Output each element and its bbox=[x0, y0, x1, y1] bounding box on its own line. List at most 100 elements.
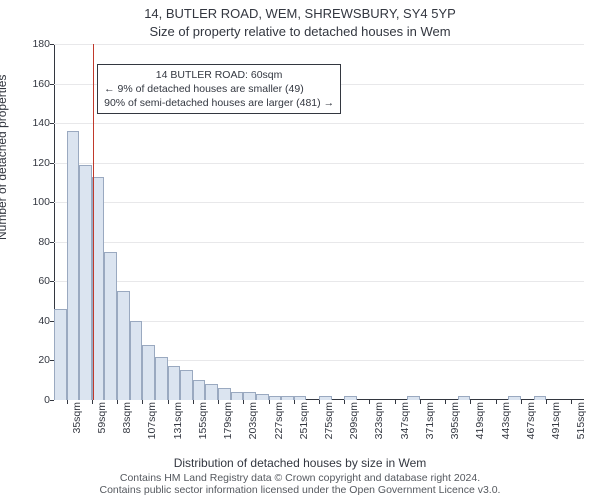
histogram-bar bbox=[180, 370, 193, 400]
supertitle: 14, BUTLER ROAD, WEM, SHREWSBURY, SY4 5Y… bbox=[0, 6, 600, 21]
histogram-bar bbox=[407, 396, 420, 400]
histogram-bar bbox=[168, 366, 181, 400]
x-tick-mark bbox=[395, 400, 396, 404]
histogram-bar bbox=[294, 396, 307, 400]
y-tick-label: 100 bbox=[32, 196, 50, 208]
histogram-bar bbox=[534, 396, 547, 400]
y-tick-label: 120 bbox=[32, 157, 50, 169]
y-tick-label: 20 bbox=[38, 354, 50, 366]
x-tick-label: 515sqm bbox=[575, 402, 587, 439]
footer-line-1: Contains HM Land Registry data © Crown c… bbox=[0, 472, 600, 484]
gridline bbox=[54, 44, 584, 45]
annotation-box: 14 BUTLER ROAD: 60sqm← 9% of detached ho… bbox=[97, 64, 341, 114]
histogram-bar bbox=[458, 396, 471, 400]
y-tick-mark bbox=[50, 202, 54, 203]
x-tick-label: 35sqm bbox=[71, 402, 83, 434]
chart-title: Size of property relative to detached ho… bbox=[0, 24, 600, 39]
x-tick-label: 155sqm bbox=[197, 402, 209, 439]
y-tick-mark bbox=[50, 123, 54, 124]
histogram-bar bbox=[117, 291, 130, 400]
histogram-plot: 02040608010012014016018035sqm59sqm83sqm1… bbox=[54, 44, 584, 400]
annotation-line: 14 BUTLER ROAD: 60sqm bbox=[104, 68, 334, 82]
x-tick-mark bbox=[243, 400, 244, 404]
x-tick-label: 323sqm bbox=[373, 402, 385, 439]
x-tick-mark bbox=[319, 400, 320, 404]
y-tick-mark bbox=[50, 163, 54, 164]
histogram-bar bbox=[205, 384, 218, 400]
y-tick-label: 80 bbox=[38, 236, 50, 248]
y-axis-label: Number of detached properties bbox=[0, 75, 9, 240]
x-tick-mark bbox=[470, 400, 471, 404]
y-tick-label: 160 bbox=[32, 78, 50, 90]
histogram-bar bbox=[104, 252, 117, 400]
attribution-footer: Contains HM Land Registry data © Crown c… bbox=[0, 472, 600, 496]
histogram-bar bbox=[281, 396, 294, 400]
histogram-bar bbox=[243, 392, 256, 400]
x-tick-label: 83sqm bbox=[121, 402, 133, 434]
y-tick-mark bbox=[50, 44, 54, 45]
x-tick-mark bbox=[294, 400, 295, 404]
x-tick-label: 371sqm bbox=[424, 402, 436, 439]
annotation-line: ← 9% of detached houses are smaller (49) bbox=[104, 82, 334, 96]
x-tick-mark bbox=[67, 400, 68, 404]
gridline bbox=[54, 163, 584, 164]
x-tick-label: 491sqm bbox=[550, 402, 562, 439]
histogram-bar bbox=[508, 396, 521, 400]
histogram-bar bbox=[319, 396, 332, 400]
x-tick-mark bbox=[496, 400, 497, 404]
gridline bbox=[54, 242, 584, 243]
y-tick-mark bbox=[50, 281, 54, 282]
x-tick-label: 467sqm bbox=[525, 402, 537, 439]
x-tick-label: 107sqm bbox=[146, 402, 158, 439]
x-axis-label: Distribution of detached houses by size … bbox=[0, 456, 600, 470]
x-tick-label: 419sqm bbox=[474, 402, 486, 439]
histogram-bar bbox=[67, 131, 80, 400]
y-tick-label: 180 bbox=[32, 38, 50, 50]
x-tick-mark bbox=[92, 400, 93, 404]
y-tick-mark bbox=[50, 242, 54, 243]
histogram-bar bbox=[130, 321, 143, 400]
x-tick-label: 179sqm bbox=[222, 402, 234, 439]
y-tick-label: 60 bbox=[38, 275, 50, 287]
histogram-bar bbox=[79, 165, 92, 400]
histogram-bar bbox=[193, 380, 206, 400]
x-tick-mark bbox=[142, 400, 143, 404]
x-tick-label: 395sqm bbox=[449, 402, 461, 439]
x-tick-label: 299sqm bbox=[348, 402, 360, 439]
x-tick-mark bbox=[218, 400, 219, 404]
gridline bbox=[54, 281, 584, 282]
x-tick-label: 251sqm bbox=[298, 402, 310, 439]
x-tick-mark bbox=[269, 400, 270, 404]
histogram-bar bbox=[256, 394, 269, 400]
x-tick-mark bbox=[420, 400, 421, 404]
x-tick-label: 227sqm bbox=[273, 402, 285, 439]
y-tick-label: 40 bbox=[38, 315, 50, 327]
x-tick-mark bbox=[344, 400, 345, 404]
histogram-bar bbox=[344, 396, 357, 400]
x-tick-label: 443sqm bbox=[500, 402, 512, 439]
x-tick-mark bbox=[521, 400, 522, 404]
histogram-bar bbox=[142, 345, 155, 400]
x-tick-label: 131sqm bbox=[172, 402, 184, 439]
histogram-bar bbox=[218, 388, 231, 400]
x-tick-mark bbox=[117, 400, 118, 404]
x-tick-mark bbox=[193, 400, 194, 404]
gridline bbox=[54, 202, 584, 203]
y-tick-label: 140 bbox=[32, 117, 50, 129]
y-tick-mark bbox=[50, 84, 54, 85]
x-tick-mark bbox=[445, 400, 446, 404]
annotation-line: 90% of semi-detached houses are larger (… bbox=[104, 96, 334, 110]
x-tick-mark bbox=[546, 400, 547, 404]
footer-line-2: Contains public sector information licen… bbox=[0, 484, 600, 496]
x-tick-mark bbox=[168, 400, 169, 404]
subject-marker-line bbox=[93, 44, 94, 400]
histogram-bar bbox=[269, 396, 282, 400]
x-tick-mark bbox=[369, 400, 370, 404]
x-tick-label: 59sqm bbox=[96, 402, 108, 434]
x-tick-label: 275sqm bbox=[323, 402, 335, 439]
gridline bbox=[54, 123, 584, 124]
x-tick-label: 347sqm bbox=[399, 402, 411, 439]
histogram-bar bbox=[231, 392, 244, 400]
x-tick-label: 203sqm bbox=[247, 402, 259, 439]
y-tick-mark bbox=[50, 400, 54, 401]
